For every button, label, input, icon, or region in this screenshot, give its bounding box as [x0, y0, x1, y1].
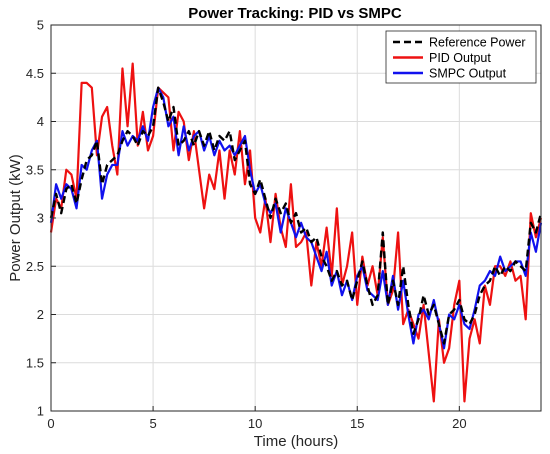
- y-tick-label: 1: [37, 404, 44, 419]
- series-line-reference-power: [49, 86, 543, 345]
- chart-title: Power Tracking: PID vs SMPC: [188, 5, 402, 22]
- legend-label: Reference Power: [429, 36, 526, 50]
- series-layer: [49, 62, 543, 403]
- y-tick-label: 2: [37, 307, 44, 322]
- x-tick-label: 10: [248, 416, 262, 431]
- y-tick-label: 2.5: [26, 259, 44, 274]
- series-line-pid-output: [49, 62, 543, 403]
- x-tick-label: 5: [149, 416, 156, 431]
- x-tick-label: 20: [452, 416, 466, 431]
- y-tick-label: 4: [37, 114, 44, 129]
- y-tick-label: 1.5: [26, 355, 44, 370]
- legend-label: PID Output: [429, 51, 491, 65]
- x-axis-label: Time (hours): [254, 433, 338, 450]
- y-tick-label: 5: [37, 18, 44, 33]
- y-axis: 1 1.5 2 2.5 3 3.5 4 4.5 5: [26, 18, 56, 419]
- x-tick-label: 15: [350, 416, 364, 431]
- y-tick-label: 3.5: [26, 162, 44, 177]
- series-line-smpc-output: [49, 86, 543, 350]
- y-tick-label: 3: [37, 211, 44, 226]
- y-tick-label: 4.5: [26, 66, 44, 81]
- x-tick-label: 0: [47, 416, 54, 431]
- x-axis: 0 5 10 15 20: [47, 406, 467, 431]
- legend-label: SMPC Output: [429, 67, 507, 81]
- y-axis-label: Power Output (kW): [7, 154, 24, 282]
